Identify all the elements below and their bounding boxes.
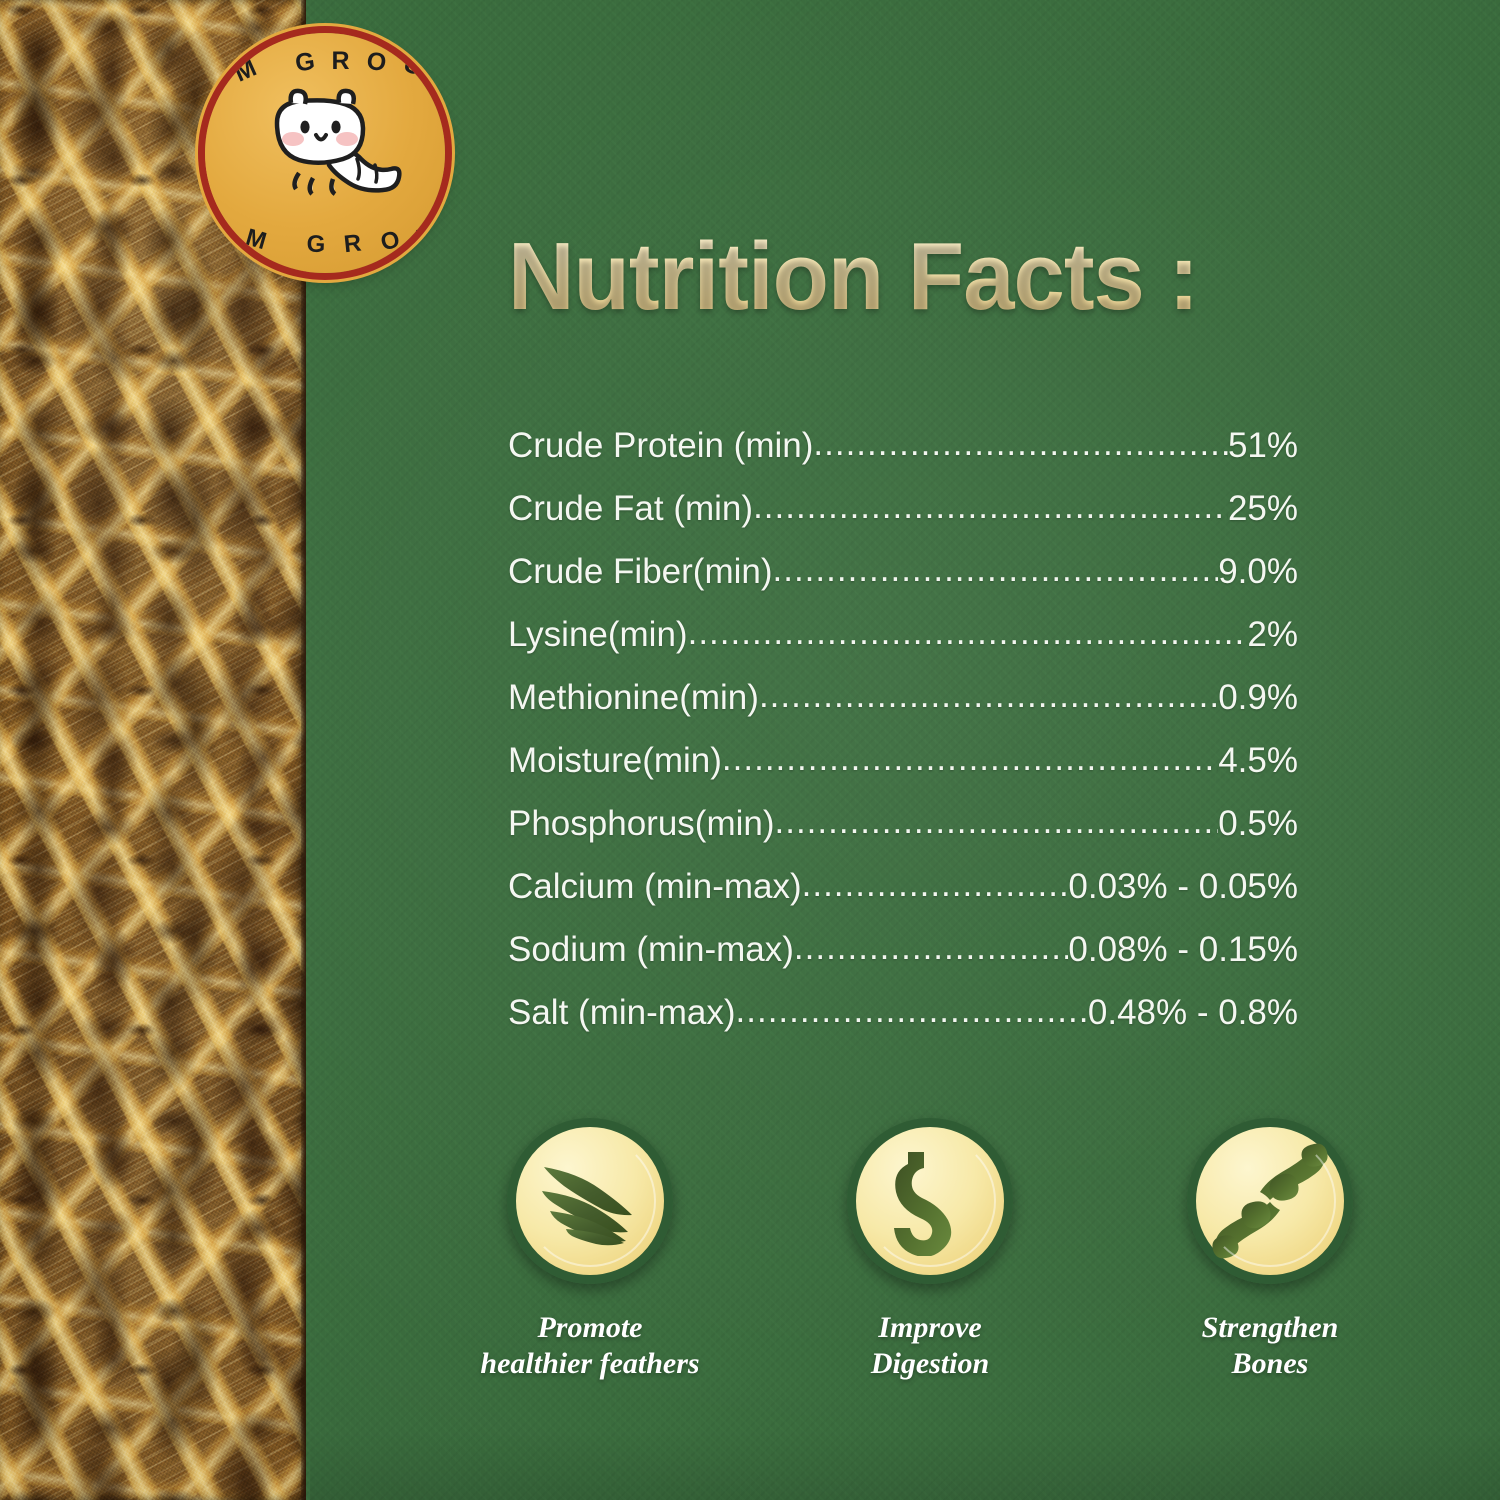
dot-leader xyxy=(802,853,1069,916)
nutrition-row: Salt (min-max) 0.48% - 0.8% xyxy=(508,981,1298,1044)
nutrition-label: Crude Fiber(min) xyxy=(508,552,773,591)
page-title: Nutrition Facts : xyxy=(508,223,1199,330)
dot-leader xyxy=(794,916,1069,979)
benefit-label-line2: Digestion xyxy=(870,1347,990,1380)
nutrition-facts-list: Crude Protein (min) 51% Crude Fat (min) … xyxy=(508,414,1298,1044)
nutrition-value: 51% xyxy=(1227,426,1298,465)
benefit-item-feathers: Promote healthier feathers xyxy=(440,1118,740,1382)
nutrition-row: Phosphorus(min) 0.5% xyxy=(508,792,1298,855)
benefit-label-line1: Improve xyxy=(878,1311,982,1344)
dot-leader xyxy=(775,790,1219,853)
dot-leader xyxy=(773,538,1219,601)
nutrition-row: Moisture(min) 4.5% xyxy=(508,729,1298,792)
nutrition-label: Lysine(min) xyxy=(508,615,688,654)
nutrition-row: Methionine(min) 0.9% xyxy=(508,666,1298,729)
photo-edge xyxy=(301,0,306,1500)
nutrition-label: Calcium (min-max) xyxy=(508,867,802,906)
benefit-item-bones: Strengthen Bones xyxy=(1120,1118,1420,1382)
nutrition-label: Sodium (min-max) xyxy=(508,930,794,969)
dot-leader xyxy=(736,979,1088,1042)
nutrition-row: Lysine(min) 2% xyxy=(508,603,1298,666)
benefit-item-digestion: Improve Digestion xyxy=(780,1118,1080,1382)
nutrition-value: 4.5% xyxy=(1218,741,1298,780)
nutrition-row: Crude Fiber(min) 9.0% xyxy=(508,540,1298,603)
nutrition-row: Crude Fat (min) 25% xyxy=(508,477,1298,540)
nutrition-label: Crude Fat (min) xyxy=(508,489,754,528)
dot-leader xyxy=(688,601,1248,664)
nutrition-value: 0.9% xyxy=(1218,678,1298,717)
nutrition-value: 9.0% xyxy=(1218,552,1298,591)
benefit-badge-circle xyxy=(847,1118,1013,1284)
nutrition-value: 2% xyxy=(1247,615,1298,654)
benefits-row: Promote healthier feathers xyxy=(440,1118,1420,1382)
benefit-label-line2: Bones xyxy=(1231,1347,1309,1380)
mealworm-mascot-icon xyxy=(274,88,402,196)
nutrition-value: 25% xyxy=(1227,489,1298,528)
benefit-label: Improve Digestion xyxy=(871,1310,989,1382)
benefit-label: Strengthen Bones xyxy=(1202,1310,1339,1382)
dot-leader xyxy=(753,475,1228,538)
nutrition-row: Calcium (min-max) 0.03% - 0.05% xyxy=(508,855,1298,918)
nutrition-value: 0.48% - 0.8% xyxy=(1087,993,1298,1032)
dot-leader xyxy=(759,664,1218,727)
nutrition-value: 0.08% - 0.15% xyxy=(1068,930,1298,969)
benefit-label-line2: healthier feathers xyxy=(480,1347,700,1380)
feather-wing-icon xyxy=(542,1167,632,1246)
nutrition-label: Moisture(min) xyxy=(508,741,722,780)
nutrition-label: Salt (min-max) xyxy=(508,993,736,1032)
bone-icon xyxy=(1212,1143,1328,1259)
benefit-badge-circle xyxy=(507,1118,673,1284)
bottom-shade xyxy=(310,1430,1500,1500)
nutrition-value: 0.03% - 0.05% xyxy=(1068,867,1298,906)
dot-leader xyxy=(722,727,1218,790)
dot-leader xyxy=(813,412,1228,475)
nutrition-row: Sodium (min-max) 0.08% - 0.15% xyxy=(508,918,1298,981)
benefit-badge-circle xyxy=(1187,1118,1353,1284)
benefit-label: Promote healthier feathers xyxy=(480,1310,699,1382)
nutrition-row: Crude Protein (min) 51% xyxy=(508,414,1298,477)
stomach-icon xyxy=(894,1152,952,1256)
nutrition-label: Phosphorus(min) xyxy=(508,804,775,843)
benefit-label-line1: Strengthen xyxy=(1201,1311,1339,1344)
benefit-label-line1: Promote xyxy=(537,1311,643,1344)
nutrition-value: 0.5% xyxy=(1218,804,1298,843)
nutrition-label: Crude Protein (min) xyxy=(508,426,814,465)
nutrition-label: Methionine(min) xyxy=(508,678,759,717)
